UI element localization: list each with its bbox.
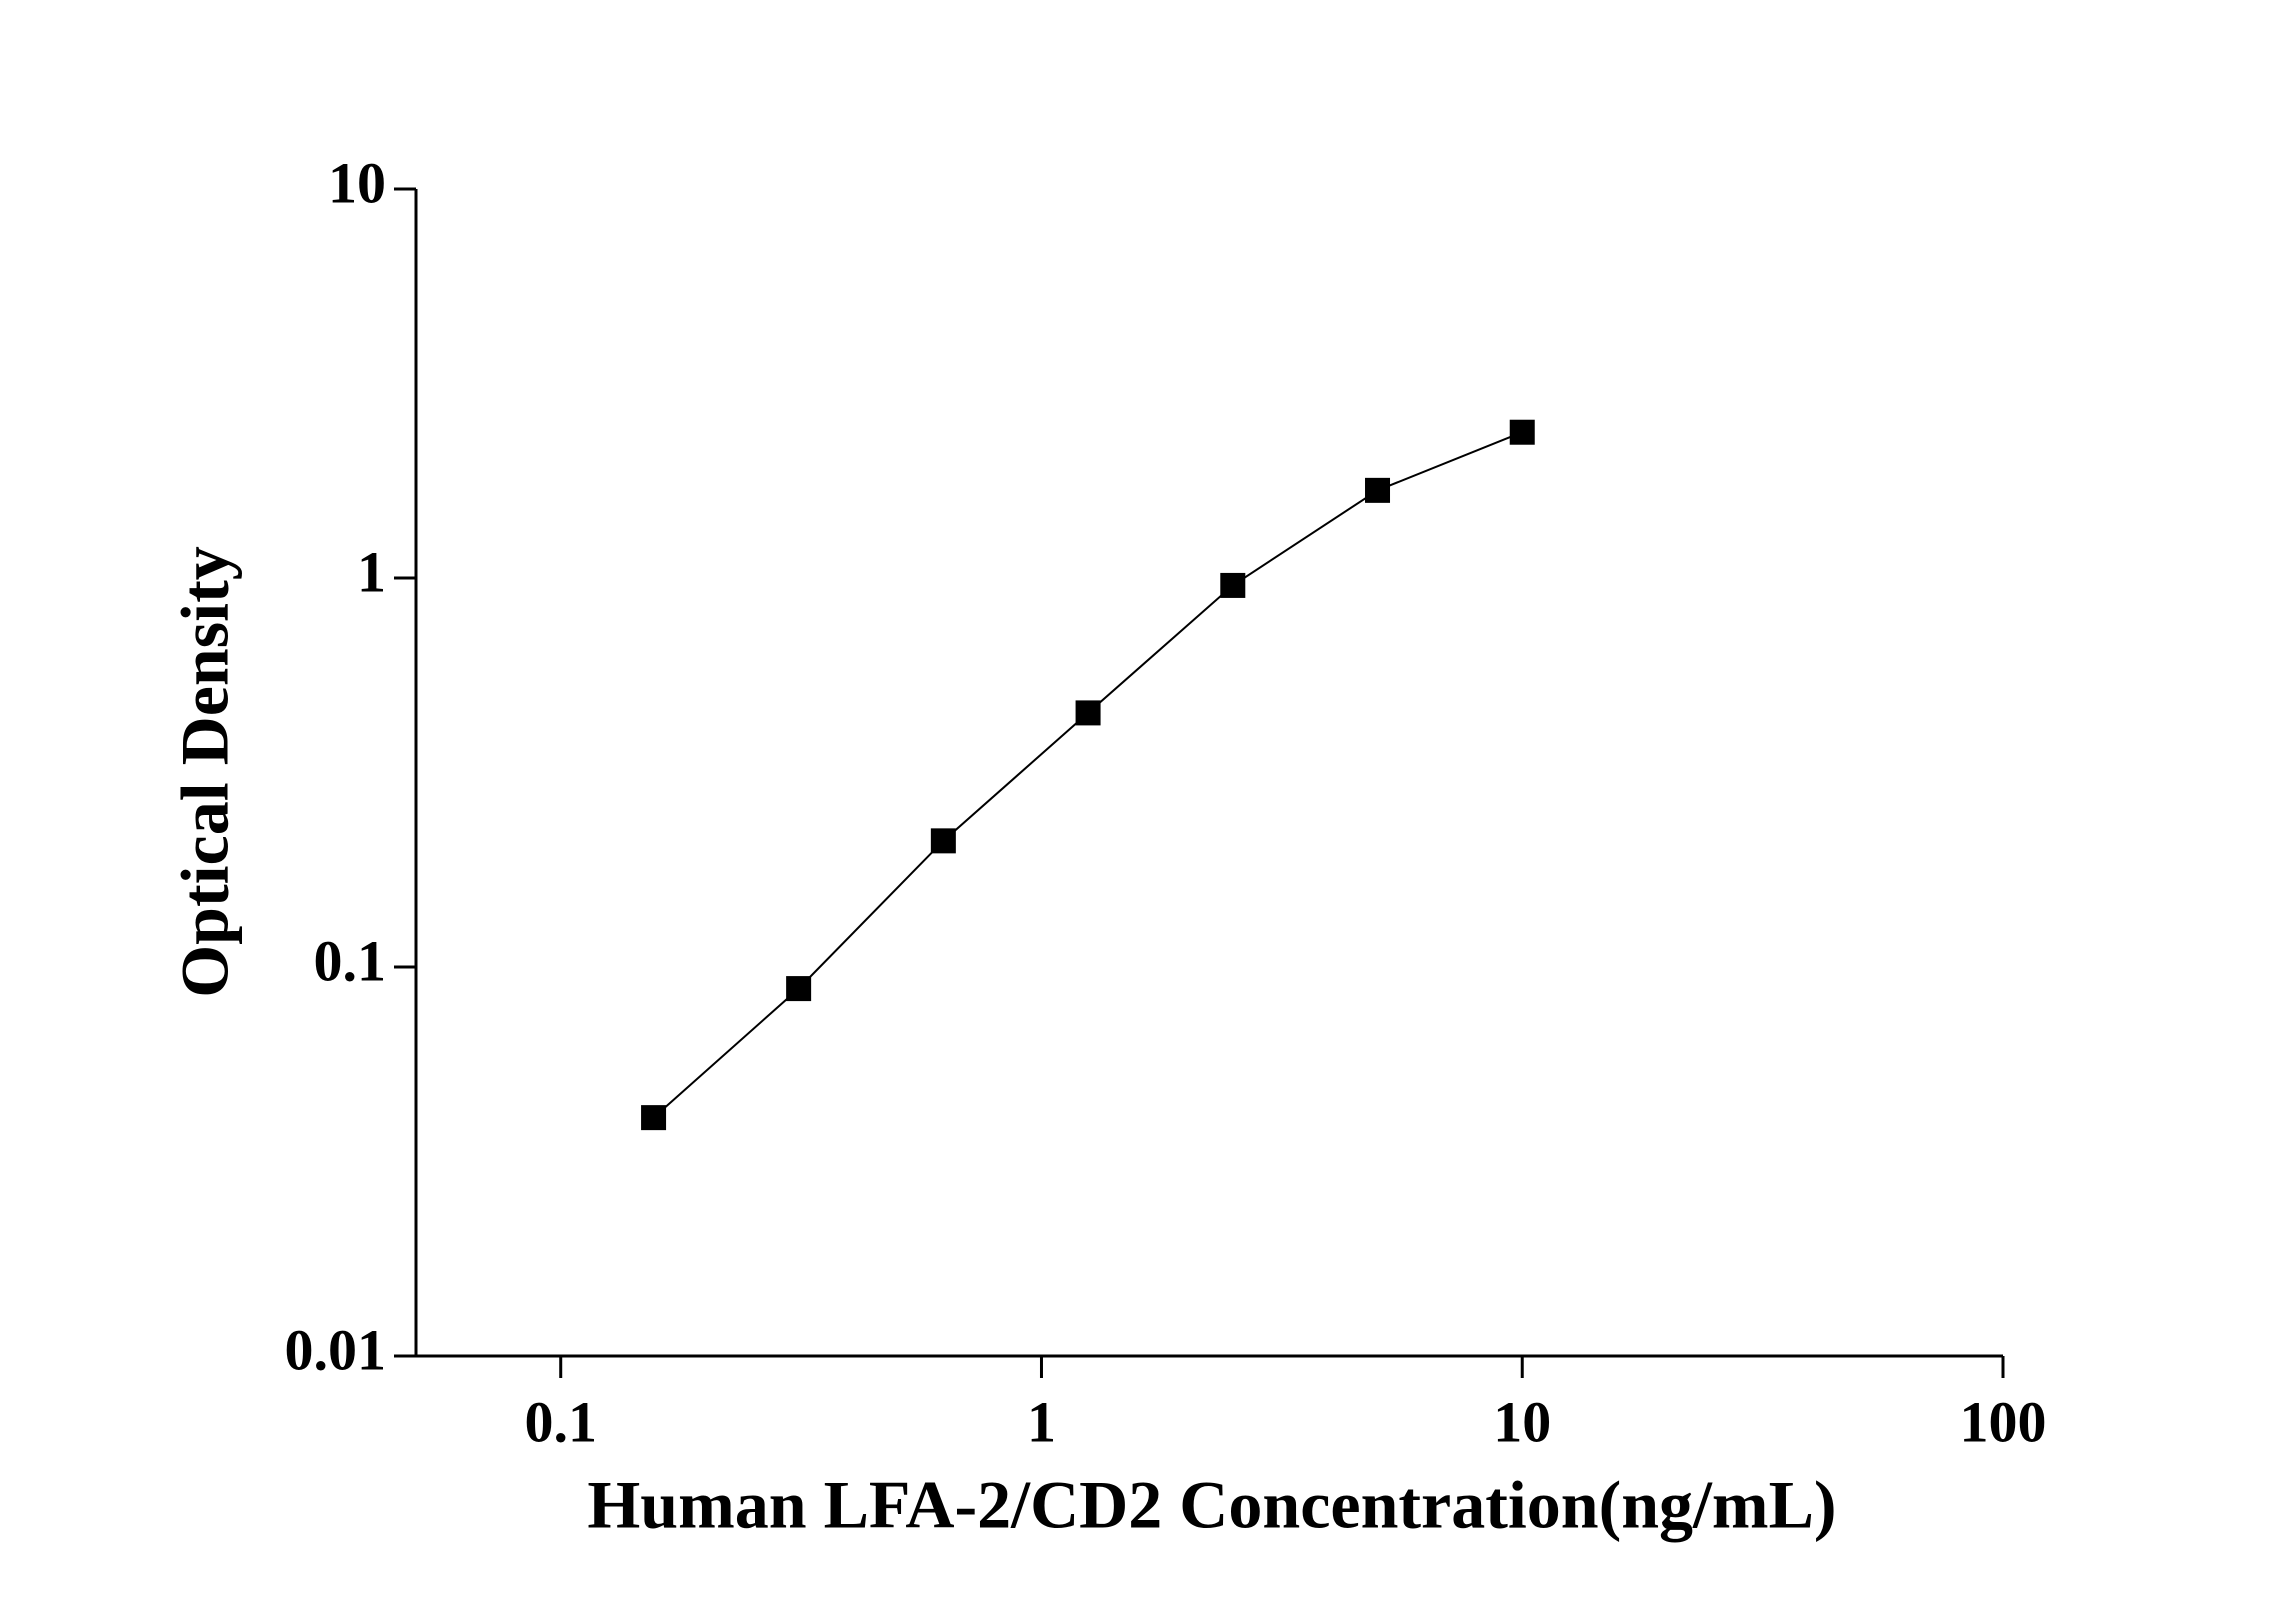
y-tick-label: 0.01 — [285, 1317, 387, 1382]
data-point — [1220, 572, 1246, 598]
y-axis-title: Optical Density — [167, 546, 243, 997]
x-axis-title: Human LFA-2/CD2 Concentration(ng/mL) — [587, 1467, 1836, 1543]
data-point — [1365, 477, 1391, 503]
x-tick-label: 0.1 — [524, 1389, 597, 1454]
y-tick-label: 10 — [328, 150, 386, 215]
series-line — [652, 431, 1523, 1119]
data-point — [641, 1105, 667, 1131]
data-point — [1075, 700, 1101, 726]
data-point — [930, 828, 956, 854]
x-tick-label: 100 — [1960, 1389, 2047, 1454]
data-point — [786, 976, 812, 1002]
y-tick-label: 0.1 — [314, 928, 387, 993]
x-tick-label: 1 — [1027, 1389, 1056, 1454]
x-tick-label: 10 — [1493, 1389, 1551, 1454]
y-tick-label: 1 — [357, 539, 386, 604]
data-point — [1509, 419, 1535, 445]
